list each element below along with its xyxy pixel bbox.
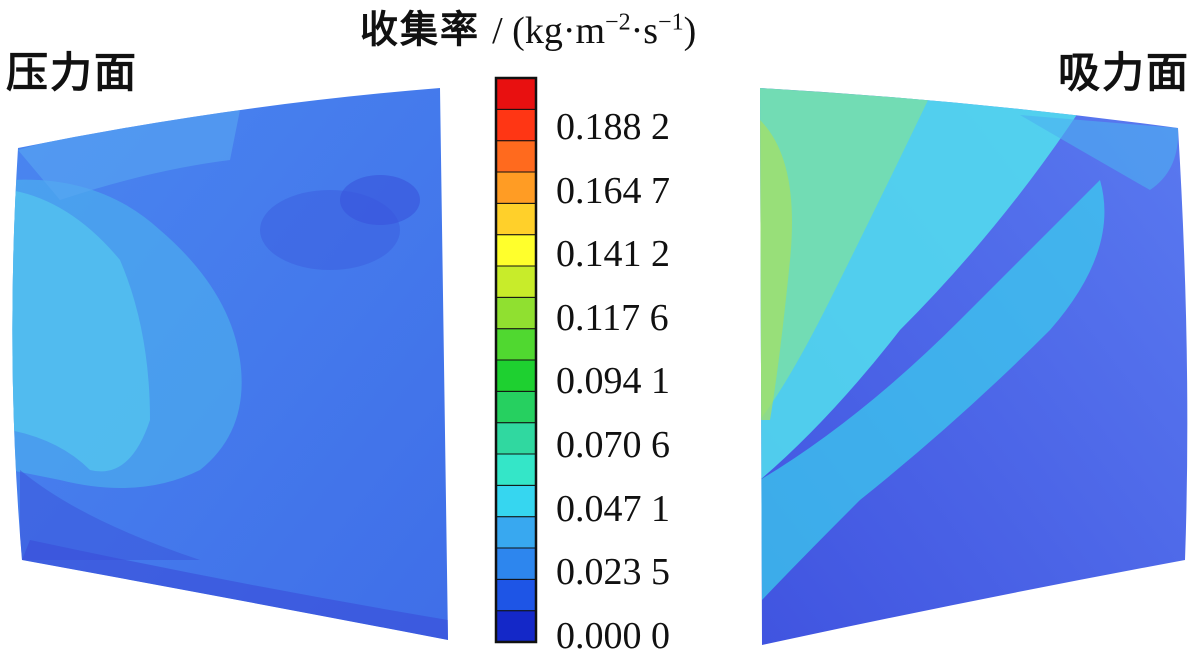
colorbar-segment — [495, 202, 537, 236]
colorbar-segment — [495, 547, 537, 580]
colorbar-segment — [495, 484, 537, 518]
suction-surface-label: 吸力面 — [1058, 48, 1191, 97]
colorbar-segment — [495, 359, 537, 392]
suction-surface-contour — [760, 88, 1188, 645]
colorbar-tick-label: 0.188 2 — [556, 106, 670, 148]
pressure-surface-contour — [12, 88, 448, 640]
colorbar-tick-label: 0.164 7 — [556, 169, 670, 212]
colorbar-segment — [495, 296, 537, 330]
colorbar-tick-label: 0.070 6 — [556, 424, 670, 466]
colorbar-tick-label: 0.047 1 — [556, 487, 670, 530]
colorbar-segment — [495, 140, 537, 173]
colorbar-segment — [495, 108, 537, 142]
colorbar-title-unit: / (kg·m−2·s−1) — [492, 9, 697, 52]
colorbar-title-quantity: 收集率 — [360, 7, 481, 52]
pressure-surface-label: 压力面 — [6, 48, 139, 97]
colorbar-tick-label: 0.094 1 — [556, 360, 670, 403]
colorbar-title: 收集率 / (kg·m−2·s−1) — [360, 10, 696, 50]
colorbar-segment — [495, 578, 537, 612]
colorbar-segment — [495, 234, 537, 267]
colorbar-frame — [494, 76, 538, 644]
colorbar — [494, 76, 538, 644]
colorbar-tick-label: 0.000 0 — [556, 614, 670, 657]
colorbar-segment — [495, 390, 537, 424]
colorbar-tick-label: 0.117 6 — [556, 296, 669, 339]
colorbar-segment — [495, 610, 537, 643]
colorbar-segment — [495, 422, 537, 455]
colorbar-tick-label: 0.141 2 — [556, 233, 670, 276]
colorbar-tick-label: 0.023 5 — [556, 551, 670, 594]
colorbar-segment — [495, 516, 537, 549]
colorbar-segment — [495, 77, 537, 110]
colorbar-segment — [495, 171, 537, 204]
colorbar-segment — [495, 453, 537, 486]
colorbar-segment — [495, 265, 537, 298]
colorbar-segment — [495, 328, 537, 361]
